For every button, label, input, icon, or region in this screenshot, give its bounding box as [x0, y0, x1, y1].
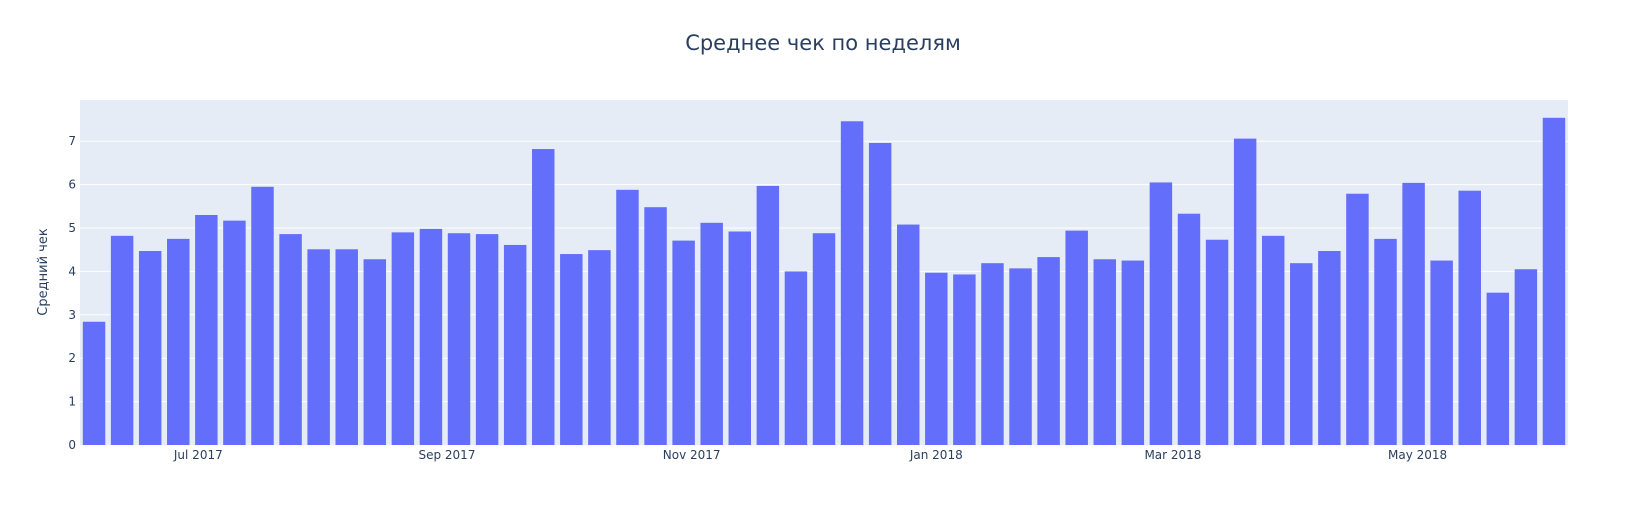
y-tick-label: 7	[68, 134, 76, 148]
bar[interactable]	[1374, 238, 1397, 445]
bar[interactable]	[447, 233, 471, 445]
bar[interactable]	[1346, 193, 1369, 445]
y-tick-label: 2	[68, 351, 76, 365]
bar[interactable]	[167, 238, 190, 445]
bar[interactable]	[1290, 263, 1313, 445]
bar[interactable]	[812, 233, 836, 445]
y-tick-label: 5	[68, 221, 76, 235]
bar[interactable]	[475, 234, 499, 445]
bar[interactable]	[1430, 260, 1453, 445]
bars	[82, 117, 1566, 446]
bar[interactable]	[1318, 251, 1341, 445]
bar[interactable]	[195, 215, 218, 445]
y-axis-title: Средний чек	[36, 228, 51, 316]
y-tick-labels: 0 1 2 3 4 5 6 7	[68, 134, 76, 452]
bar[interactable]	[700, 222, 723, 445]
bar[interactable]	[363, 259, 387, 445]
bar[interactable]	[279, 234, 302, 445]
bar[interactable]	[644, 207, 667, 445]
bar[interactable]	[756, 185, 780, 445]
bar[interactable]	[1009, 268, 1032, 445]
bar[interactable]	[672, 240, 695, 445]
y-tick-label: 0	[68, 438, 76, 452]
x-tick-label: Sep 2017	[418, 448, 475, 462]
y-tick-label: 6	[68, 178, 76, 192]
bar[interactable]	[1542, 117, 1566, 445]
bar[interactable]	[110, 235, 134, 445]
x-tick-label: Jan 2018	[909, 448, 963, 462]
x-tick-label: Nov 2017	[663, 448, 721, 462]
bar[interactable]	[616, 189, 639, 445]
bar[interactable]	[1261, 235, 1285, 445]
bar[interactable]	[1037, 257, 1060, 445]
bar[interactable]	[503, 244, 527, 445]
bar[interactable]	[1233, 138, 1257, 446]
bar[interactable]	[138, 251, 162, 445]
bar[interactable]	[925, 272, 948, 445]
bar[interactable]	[588, 250, 611, 445]
chart-title: Среднее чек по неделям	[685, 31, 961, 55]
bar[interactable]	[251, 186, 274, 445]
bar[interactable]	[981, 263, 1004, 445]
bar[interactable]	[223, 220, 246, 445]
bar[interactable]	[1177, 213, 1201, 445]
bar[interactable]	[784, 271, 808, 445]
bar[interactable]	[82, 321, 106, 445]
x-tick-labels: Jul 2017 Sep 2017 Nov 2017 Jan 2018 Mar 2018…	[173, 448, 1447, 462]
y-tick-label: 4	[68, 264, 76, 278]
bar[interactable]	[1458, 190, 1481, 445]
bar[interactable]	[391, 232, 415, 445]
bar[interactable]	[1093, 259, 1116, 445]
x-tick-label: Mar 2018	[1144, 448, 1201, 462]
x-tick-label: Jul 2017	[173, 448, 223, 462]
bar[interactable]	[1065, 230, 1088, 445]
bar[interactable]	[532, 149, 555, 446]
bar[interactable]	[896, 224, 920, 445]
y-tick-label: 1	[68, 395, 76, 409]
bar[interactable]	[953, 274, 976, 445]
bar[interactable]	[335, 249, 358, 445]
bar[interactable]	[1514, 269, 1538, 445]
bar[interactable]	[868, 142, 892, 445]
bar[interactable]	[728, 231, 752, 445]
bar[interactable]	[1205, 239, 1229, 445]
y-tick-label: 3	[68, 308, 76, 322]
bar[interactable]	[1486, 292, 1510, 445]
x-tick-label: May 2018	[1388, 448, 1447, 462]
bar[interactable]	[307, 249, 330, 445]
bar[interactable]	[840, 121, 864, 445]
bar[interactable]	[419, 228, 443, 445]
bar[interactable]	[1149, 182, 1173, 446]
bar[interactable]	[1121, 260, 1145, 445]
bar[interactable]	[1402, 182, 1425, 446]
bar[interactable]	[560, 254, 583, 445]
